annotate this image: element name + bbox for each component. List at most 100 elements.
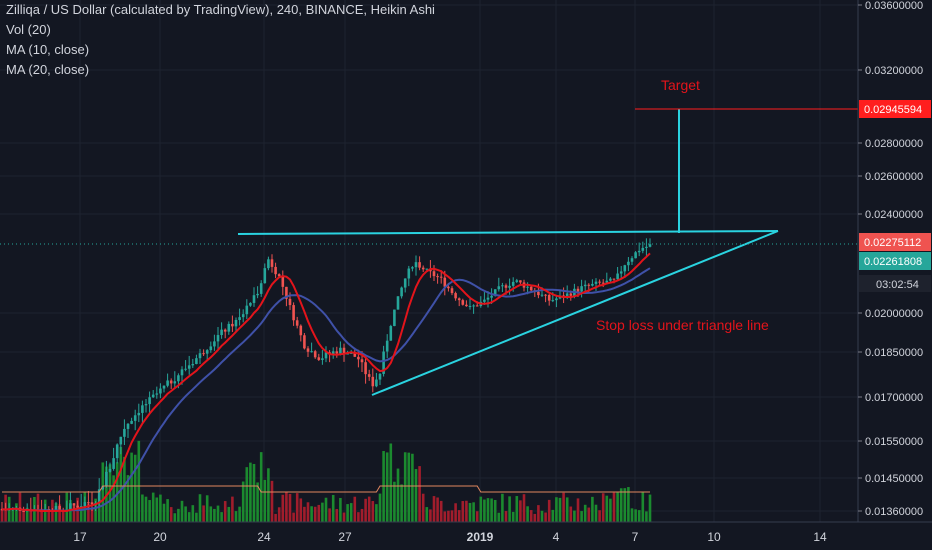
price-tick-label: 0.01700000 [865,392,923,404]
volume-bar [184,506,187,522]
candle-body [612,278,616,280]
volume-bar [213,508,216,522]
volume-bar [141,494,144,522]
volume-bar [616,492,619,522]
volume-bar [249,462,252,522]
volume-bar [267,468,270,522]
volume-bar [313,506,317,522]
date-tick-label: 14 [813,530,827,544]
volume-bar [130,452,133,522]
volume-bar [468,502,472,522]
volume-bar [187,512,191,522]
volume-bar [108,464,112,522]
candle-body [108,468,112,472]
candle-body [209,346,213,351]
volume-bar [15,503,18,522]
volume-bar [285,492,288,522]
volume-bar [299,498,303,522]
candle-body [259,283,263,294]
candle-body [436,276,439,278]
volume-bar [461,501,465,522]
volume-bar [270,480,274,522]
candle-body [472,305,475,307]
volume-bar [562,492,565,522]
candle-body [151,394,155,398]
candle-body [450,288,454,294]
candle-body [245,305,249,315]
ma-value-badge: 0.02261808 [864,256,922,268]
candle-body [295,320,299,326]
candle-body [166,380,169,386]
candle-body [144,404,148,406]
price-axis[interactable]: 0.03600000 0.03200000 0.02800000 0.02600000… [857,0,923,522]
candle-body [526,286,529,288]
volume-bar [378,493,382,522]
volume-bar [11,508,15,522]
ma-value-badge-bg [859,252,931,270]
volume-bar [598,510,601,522]
volume-bar [54,503,58,522]
candle-body [263,268,267,284]
candle-body [645,246,648,248]
candle-body [627,261,630,266]
volume-bar [418,466,421,522]
volume-bar [90,508,94,522]
candle-body [382,351,385,374]
candle-body [457,298,461,301]
volume-ma-line [2,485,650,493]
volume-bar [375,504,378,522]
volume-bar [573,510,576,522]
volume-bar [40,508,43,522]
candle-body [76,505,79,508]
candle-body [267,259,270,269]
candle-body [443,277,447,287]
candle-body [371,376,375,387]
price-tick-label: 0.01450000 [865,473,923,485]
volume-bar [162,503,166,522]
candle-body [198,353,202,359]
volume-bar [544,512,547,522]
volume-bar [576,498,580,522]
candle-body [234,319,238,327]
candle-body [187,365,191,369]
ma10-indicator-label[interactable]: MA (10, close) [6,42,90,57]
candle-body [331,351,335,354]
volume-bar [72,506,76,522]
candle-body [54,506,58,511]
candle-body [119,436,123,445]
last-price-badge: 0.02275112 [864,237,921,249]
volume-bar [612,492,616,522]
volume-bar [310,506,313,522]
candle-body [648,244,652,247]
ma20-indicator-label[interactable]: MA (20, close) [6,62,90,77]
volume-bar [126,475,130,522]
candle-body [544,294,547,296]
support-line[interactable] [371,230,779,396]
date-axis[interactable]: 17 20 24 27 2019 4 7 10 14 [0,521,932,544]
date-tick-label: 17 [73,530,87,544]
volume-bar [490,498,493,522]
volume-bar [119,446,123,522]
candle-body [634,252,637,259]
resistance-line[interactable] [237,230,779,235]
candle-body [403,278,407,288]
candle-body [447,286,450,289]
volume-bar [623,488,627,522]
candle-body [537,291,540,296]
triangle-drawing[interactable] [0,108,858,396]
symbol-title[interactable]: Zilliqa / US Dollar (calculated by Tradi… [6,2,435,17]
candle-body [587,284,591,286]
date-tick-label: 10 [707,530,721,544]
vol-indicator-label[interactable]: Vol (20) [6,22,51,37]
volume-bar [231,496,234,522]
date-tick-label: 20 [153,530,167,544]
candle-body [630,258,634,262]
candle-body [490,295,493,298]
volume-bar [317,504,321,522]
candle-body [339,347,342,354]
volume-bar [421,493,425,522]
volume-bar [400,484,403,522]
price-tick-label: 0.01550000 [865,436,923,448]
moving-averages [1,252,651,512]
